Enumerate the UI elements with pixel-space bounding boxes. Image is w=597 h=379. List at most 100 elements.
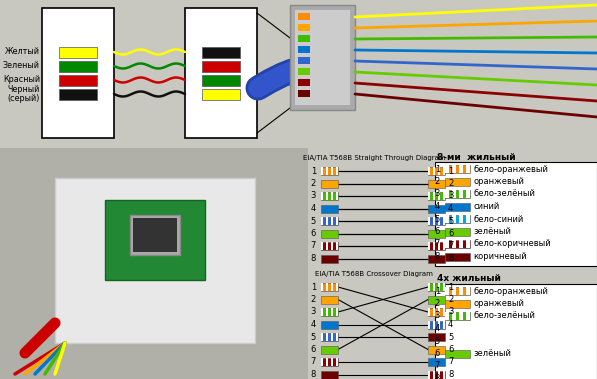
Text: 7: 7 xyxy=(310,357,316,366)
Bar xyxy=(442,167,445,175)
Bar xyxy=(331,167,333,175)
Bar xyxy=(321,333,338,341)
Bar xyxy=(433,242,435,250)
Bar xyxy=(336,192,338,200)
Bar xyxy=(428,346,445,354)
Bar xyxy=(336,283,338,291)
Bar xyxy=(438,308,440,316)
Text: 2: 2 xyxy=(311,179,316,188)
Bar xyxy=(326,358,328,366)
Text: Красный: Красный xyxy=(3,75,40,85)
Bar xyxy=(290,5,355,110)
Bar xyxy=(445,312,448,320)
Bar xyxy=(331,358,333,366)
Bar xyxy=(445,177,470,185)
Bar xyxy=(428,296,445,304)
Bar xyxy=(331,242,333,250)
Bar xyxy=(442,217,445,225)
Bar xyxy=(321,192,324,200)
Bar xyxy=(321,180,338,188)
Text: Черный
(серый): Черный (серый) xyxy=(8,85,40,103)
Bar xyxy=(433,192,435,200)
Bar xyxy=(59,47,97,58)
Bar xyxy=(321,358,338,366)
Bar xyxy=(428,167,445,175)
Bar xyxy=(298,13,310,20)
Bar xyxy=(442,283,445,291)
Bar xyxy=(321,230,338,238)
Bar xyxy=(298,57,310,64)
Text: 4: 4 xyxy=(311,320,316,329)
Bar xyxy=(452,165,456,173)
Text: 1: 1 xyxy=(435,287,440,296)
Text: 1: 1 xyxy=(448,166,453,175)
Bar xyxy=(336,333,338,341)
Text: 5: 5 xyxy=(311,216,316,226)
Bar xyxy=(442,308,445,316)
Text: Зеленый: Зеленый xyxy=(3,61,40,70)
Text: 7: 7 xyxy=(448,241,453,251)
Text: 5: 5 xyxy=(311,332,316,341)
Text: 6: 6 xyxy=(310,345,316,354)
Text: коричневый: коричневый xyxy=(473,252,527,261)
Bar xyxy=(202,89,240,100)
Text: EIA/TIA T568B Crossover Diagram: EIA/TIA T568B Crossover Diagram xyxy=(315,271,433,277)
Bar xyxy=(59,75,97,86)
Bar xyxy=(321,296,338,304)
Bar xyxy=(0,148,308,379)
Bar xyxy=(466,312,470,320)
Bar xyxy=(435,284,597,379)
Bar xyxy=(428,167,430,175)
Text: 1: 1 xyxy=(448,282,453,291)
Bar xyxy=(331,308,333,316)
Bar xyxy=(321,217,338,225)
Bar xyxy=(321,167,324,175)
Text: 3: 3 xyxy=(310,191,316,200)
Bar xyxy=(321,283,338,291)
Bar xyxy=(445,202,470,210)
Bar xyxy=(336,167,338,175)
Text: 2: 2 xyxy=(448,179,453,188)
Bar xyxy=(321,283,324,291)
Bar xyxy=(445,349,470,357)
Bar xyxy=(438,192,440,200)
Text: 4: 4 xyxy=(448,204,453,213)
Bar xyxy=(428,321,430,329)
Bar xyxy=(445,165,470,173)
Text: 4: 4 xyxy=(311,204,316,213)
Text: 4: 4 xyxy=(435,202,440,211)
Bar xyxy=(321,242,338,250)
Bar xyxy=(442,371,445,379)
Bar xyxy=(452,312,456,320)
Bar xyxy=(438,371,440,379)
Bar xyxy=(438,217,440,225)
Bar xyxy=(433,283,435,291)
Bar xyxy=(445,287,470,295)
Bar xyxy=(428,283,430,291)
Bar xyxy=(445,252,470,260)
Bar xyxy=(428,230,445,238)
Bar xyxy=(438,283,440,291)
Bar xyxy=(428,205,445,213)
Text: бело-синий: бело-синий xyxy=(473,215,523,224)
Text: 8: 8 xyxy=(448,254,453,263)
Bar xyxy=(321,167,338,175)
Bar xyxy=(298,90,310,97)
Bar xyxy=(445,215,448,223)
Bar xyxy=(321,255,338,263)
Bar xyxy=(466,287,470,295)
Bar xyxy=(331,333,333,341)
Text: 8: 8 xyxy=(310,254,316,263)
Bar xyxy=(321,346,338,354)
Text: 2: 2 xyxy=(435,177,440,186)
Bar xyxy=(331,192,333,200)
Bar xyxy=(445,215,470,223)
Bar xyxy=(452,190,456,198)
Text: 2: 2 xyxy=(435,299,440,308)
Text: 7: 7 xyxy=(435,362,440,371)
Bar xyxy=(452,240,456,248)
Bar xyxy=(202,61,240,72)
Bar xyxy=(336,308,338,316)
Text: 1: 1 xyxy=(435,164,440,174)
Bar xyxy=(336,242,338,250)
